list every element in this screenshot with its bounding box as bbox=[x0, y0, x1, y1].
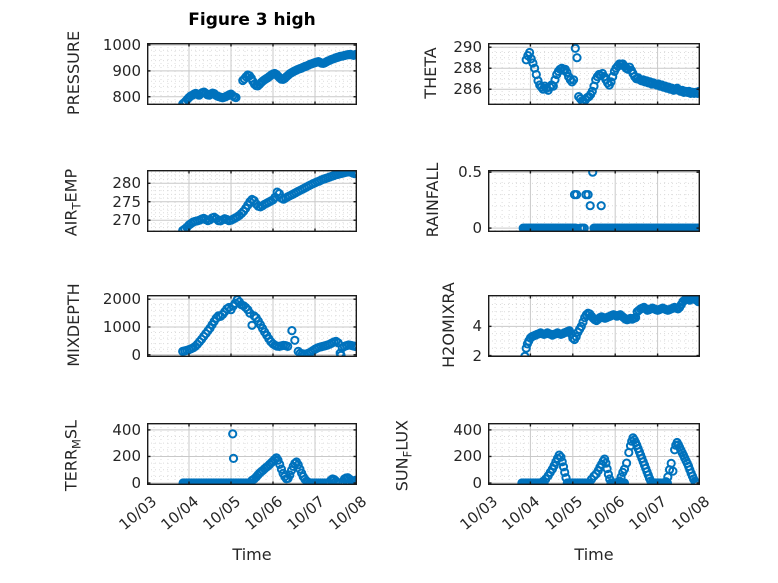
axes-box bbox=[147, 295, 357, 357]
x-tick-label: 10/05 bbox=[199, 492, 244, 534]
x-tick-label: 10/03 bbox=[456, 492, 501, 534]
y-tick-label: 0 bbox=[472, 474, 482, 492]
y-tick-label: 2000 bbox=[102, 290, 141, 309]
scatter-points bbox=[518, 170, 700, 232]
y-tick-label: 200 bbox=[112, 447, 141, 466]
y-tick-label: 270 bbox=[112, 211, 141, 230]
y-tick-label: 200 bbox=[453, 447, 482, 466]
y-tick-label: 288 bbox=[453, 59, 482, 78]
scatter-points bbox=[517, 433, 700, 485]
scatter-points bbox=[178, 429, 357, 485]
subplot-rainfall bbox=[488, 170, 700, 232]
y-tick-label: 1000 bbox=[102, 317, 141, 336]
y-tick-label: 1000 bbox=[102, 36, 141, 55]
y-tick-label: 800 bbox=[112, 87, 141, 106]
axes-box bbox=[147, 43, 357, 105]
y-tick-label: 290 bbox=[453, 38, 482, 57]
y-tick-label: 400 bbox=[453, 420, 482, 439]
subplot-sun-flux bbox=[488, 423, 700, 485]
figure-title: Figure 3 high bbox=[188, 10, 316, 30]
x-axis-label-left: Time bbox=[232, 545, 272, 564]
axes-box bbox=[488, 170, 700, 232]
y-tick-label: 286 bbox=[453, 80, 482, 99]
subplot-air-temp bbox=[147, 170, 357, 232]
x-tick-label: 10/07 bbox=[283, 492, 328, 534]
x-tick-label: 10/06 bbox=[583, 492, 629, 534]
scatter-points bbox=[521, 43, 700, 105]
ylabel-sun-flux: SUNFLUX bbox=[392, 419, 415, 492]
axes-box bbox=[147, 423, 357, 485]
y-tick-label: 0.5 bbox=[458, 163, 482, 182]
subplot-h2omixra bbox=[488, 295, 700, 357]
minor-grid bbox=[488, 170, 700, 232]
axes-box bbox=[147, 170, 357, 232]
major-grid bbox=[147, 43, 357, 105]
axes-box bbox=[488, 43, 700, 105]
subplot-pressure bbox=[147, 43, 357, 105]
scatter-points bbox=[520, 295, 700, 357]
y-tick-label: 2 bbox=[472, 346, 482, 365]
y-tick-label: 0 bbox=[472, 219, 482, 238]
subplot-mixdepth bbox=[147, 295, 357, 357]
x-tick-label: 10/08 bbox=[668, 492, 713, 534]
y-tick-label: 4 bbox=[472, 317, 482, 336]
x-tick-label: 10/03 bbox=[115, 492, 160, 534]
axes-box bbox=[488, 423, 700, 485]
x-tick-label: 10/08 bbox=[325, 492, 370, 534]
x-axis-label-right: Time bbox=[574, 545, 614, 564]
subplot-terr-msl bbox=[147, 423, 357, 485]
x-tick-label: 10/06 bbox=[241, 492, 286, 534]
ylabel-h2omixra: H2OMIXRA bbox=[439, 282, 458, 368]
scatter-points bbox=[178, 170, 357, 232]
y-tick-label: 280 bbox=[112, 174, 141, 193]
y-tick-label: 0 bbox=[131, 345, 141, 364]
y-tick-label: 0 bbox=[131, 474, 141, 492]
x-tick-label: 10/05 bbox=[541, 492, 586, 534]
x-tick-label: 10/04 bbox=[498, 492, 544, 534]
y-tick-label: 400 bbox=[112, 420, 141, 439]
axes-box bbox=[488, 295, 700, 357]
subplot-theta bbox=[488, 43, 700, 105]
x-tick-label: 10/04 bbox=[157, 492, 202, 534]
ylabel-terr-msl: TERRMSL bbox=[61, 420, 84, 492]
scatter-points bbox=[178, 49, 357, 105]
y-tick-label: 900 bbox=[112, 61, 141, 80]
x-tick-label: 10/07 bbox=[625, 492, 671, 534]
y-tick-label: 275 bbox=[112, 192, 141, 211]
